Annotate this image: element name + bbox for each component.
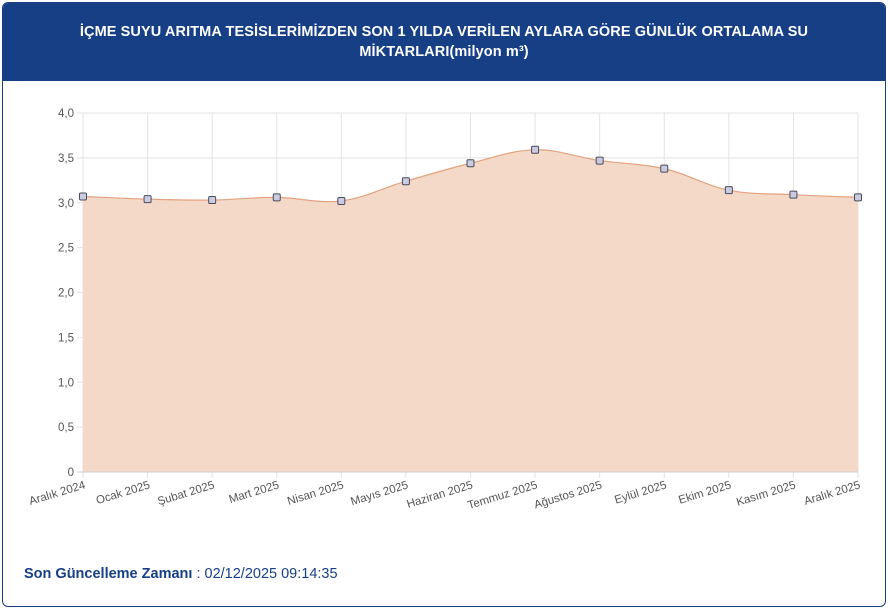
data-point[interactable] bbox=[724, 186, 733, 195]
x-axis: Aralık 2024 Ocak 2025 Şubat 2025 Mart 2025 N… bbox=[28, 471, 862, 512]
chart-header: İÇME SUYU ARITMA TESİSLERİMİZDEN SON 1 Y… bbox=[3, 3, 885, 81]
y-tick-label: 0 bbox=[68, 467, 74, 479]
data-point[interactable] bbox=[208, 196, 217, 205]
last-update-label: Son Güncelleme Zamanı bbox=[24, 566, 193, 582]
data-point[interactable] bbox=[595, 156, 604, 165]
last-update: Son Güncelleme Zamanı : 02/12/2025 09:14… bbox=[24, 566, 338, 582]
x-tick-label: Nisan 2025 bbox=[286, 479, 345, 507]
y-tick-label: 3,0 bbox=[58, 198, 74, 210]
x-tick-label: Mayıs 2025 bbox=[349, 479, 409, 508]
data-point[interactable] bbox=[337, 196, 346, 205]
series-area bbox=[82, 149, 859, 472]
y-tick-label: 1,5 bbox=[58, 332, 74, 344]
chart-area: 0 0,5 1,0 1,5 2,0 2,5 3,0 3,5 4,0 Aralık 2024 Oca… bbox=[3, 81, 885, 521]
data-point[interactable] bbox=[401, 177, 410, 186]
y-axis: 0 0,5 1,0 1,5 2,0 2,5 3,0 3,5 4,0 bbox=[58, 108, 74, 479]
y-tick-label: 1,0 bbox=[58, 377, 74, 389]
data-point[interactable] bbox=[660, 164, 669, 173]
last-update-separator: : bbox=[192, 566, 205, 582]
data-point[interactable] bbox=[531, 145, 540, 154]
y-tick-label: 2,0 bbox=[58, 288, 74, 300]
x-tick-label: Temmuz 2025 bbox=[466, 479, 539, 512]
x-tick-label: Şubat 2025 bbox=[156, 479, 216, 508]
y-tick-label: 3,5 bbox=[58, 153, 74, 165]
y-tick-label: 0,5 bbox=[58, 422, 74, 434]
y-tick-label: 2,5 bbox=[58, 243, 74, 255]
x-tick-label: Mart 2025 bbox=[228, 479, 281, 506]
data-point[interactable] bbox=[854, 193, 862, 202]
x-tick-label: Aralık 2025 bbox=[803, 479, 862, 507]
x-tick-label: Ekim 2025 bbox=[677, 479, 732, 506]
chart-title: İÇME SUYU ARITMA TESİSLERİMİZDEN SON 1 Y… bbox=[79, 24, 809, 60]
y-tick-label: 4,0 bbox=[58, 108, 74, 120]
x-tick-label: Haziran 2025 bbox=[405, 479, 474, 510]
x-tick-label: Ocak 2025 bbox=[95, 479, 152, 507]
x-tick-label: Aralık 2024 bbox=[28, 479, 88, 508]
last-update-value: 02/12/2025 09:14:35 bbox=[204, 566, 338, 582]
x-tick-label: Eylül 2025 bbox=[613, 479, 668, 506]
data-point[interactable] bbox=[789, 190, 798, 199]
data-point[interactable] bbox=[272, 193, 281, 202]
data-point[interactable] bbox=[466, 159, 475, 168]
series-points bbox=[79, 145, 862, 205]
area-fill bbox=[83, 149, 858, 472]
x-tick-label: Ağustos 2025 bbox=[533, 479, 604, 511]
data-point[interactable] bbox=[79, 192, 87, 201]
data-point[interactable] bbox=[143, 195, 152, 204]
x-tick-label: Kasım 2025 bbox=[735, 479, 797, 508]
area-chart: 0 0,5 1,0 1,5 2,0 2,5 3,0 3,5 4,0 Aralık 2024 Oca… bbox=[28, 108, 862, 512]
